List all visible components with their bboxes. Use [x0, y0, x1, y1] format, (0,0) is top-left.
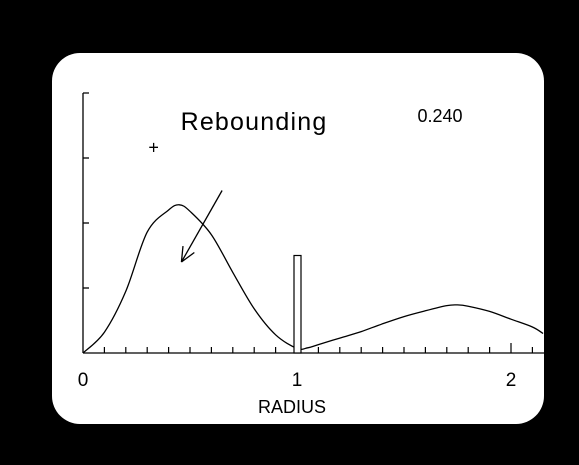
x-tick-label: 0 [78, 370, 89, 391]
cross-marker: + [148, 138, 159, 158]
plot-panel: 0 1 2 + Rebounding 0.240 RADIUS [52, 53, 544, 424]
series-line [82, 204, 544, 354]
bar-marker [293, 254, 302, 354]
x-tick-label: 2 [506, 370, 517, 391]
x-tick-labels: 0 1 2 [78, 370, 517, 391]
chart-title: Rebounding [181, 108, 328, 136]
x-axis-label: RADIUS [258, 397, 326, 417]
x-ticks [103, 343, 533, 353]
value-readout: 0.240 [417, 106, 462, 126]
x-tick-label: 1 [292, 370, 303, 391]
y-ticks [83, 92, 89, 289]
peak-arrow [180, 190, 223, 263]
plot-svg: 0 1 2 + Rebounding 0.240 RADIUS [78, 92, 544, 417]
